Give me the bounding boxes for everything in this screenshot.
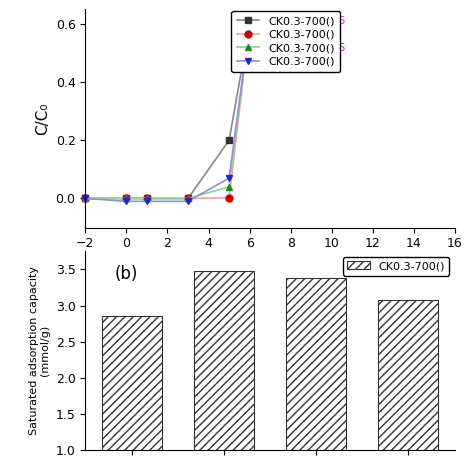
Text: 2: 2 — [328, 57, 336, 67]
Legend: CK0.3-700(), CK0.3-700(), CK0.3-700(), CK0.3-700(): CK0.3-700(), CK0.3-700(), CK0.3-700(), C… — [231, 11, 340, 72]
Text: 1: 1 — [328, 30, 336, 40]
Y-axis label: Saturated adsorption capacity
(mmol/g): Saturated adsorption capacity (mmol/g) — [28, 266, 50, 435]
Text: b: b — [439, 261, 446, 271]
Text: 0.5: 0.5 — [328, 16, 346, 27]
X-axis label: Time (min): Time (min) — [229, 256, 311, 271]
Bar — [194, 271, 254, 474]
Text: 1.5: 1.5 — [328, 43, 346, 53]
Text: (b): (b) — [115, 265, 138, 283]
Bar — [286, 278, 346, 474]
Bar — [102, 316, 162, 474]
Bar — [378, 301, 438, 474]
Legend: CK0.3-700(): CK0.3-700() — [343, 257, 449, 276]
Y-axis label: C/C₀: C/C₀ — [35, 102, 50, 135]
